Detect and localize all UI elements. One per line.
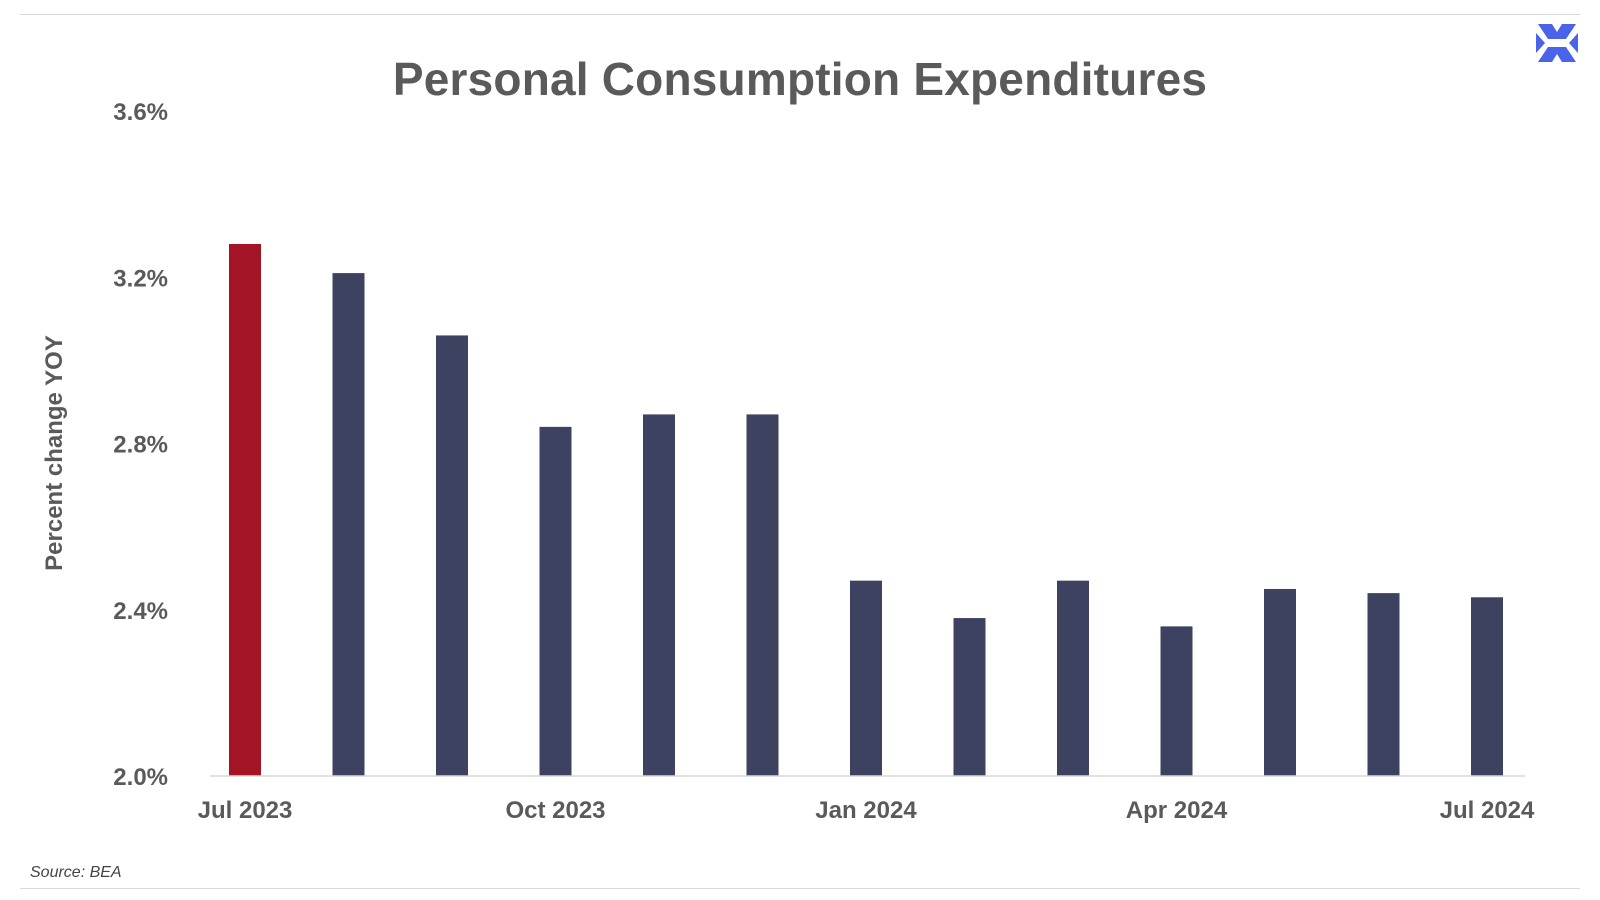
bar	[436, 335, 468, 776]
x-tick-label: Oct 2023	[505, 797, 605, 824]
y-tick-label: 2.4%	[113, 598, 168, 625]
bar	[1057, 580, 1089, 776]
chart-title: Personal Consumption Expenditures	[392, 53, 1208, 105]
bar	[1264, 588, 1296, 776]
bar	[1471, 597, 1503, 776]
bar	[1160, 626, 1193, 776]
bar	[539, 426, 572, 776]
y-tick-label: 2.8%	[113, 432, 168, 459]
bar	[850, 580, 882, 776]
bar	[643, 414, 675, 776]
x-brand-icon	[1536, 24, 1578, 62]
source-note: Source: BEA	[30, 864, 122, 881]
x-tick-label: Apr 2024	[1126, 797, 1228, 824]
y-tick-label: 2.0%	[113, 764, 168, 791]
top-divider	[20, 14, 1580, 15]
x-tick-label: Jul 2024	[1440, 797, 1535, 824]
bar	[229, 244, 261, 776]
bar	[746, 414, 779, 776]
x-tick-label: Jul 2023	[198, 797, 293, 824]
bar	[1367, 593, 1400, 776]
y-axis-label: Percent change YOY	[41, 335, 68, 571]
bar	[332, 273, 365, 776]
bar	[953, 618, 986, 776]
y-tick-label: 3.2%	[113, 265, 168, 292]
bottom-divider	[20, 888, 1580, 889]
y-tick-label: 3.6%	[113, 99, 168, 126]
x-tick-label: Jan 2024	[815, 797, 917, 824]
